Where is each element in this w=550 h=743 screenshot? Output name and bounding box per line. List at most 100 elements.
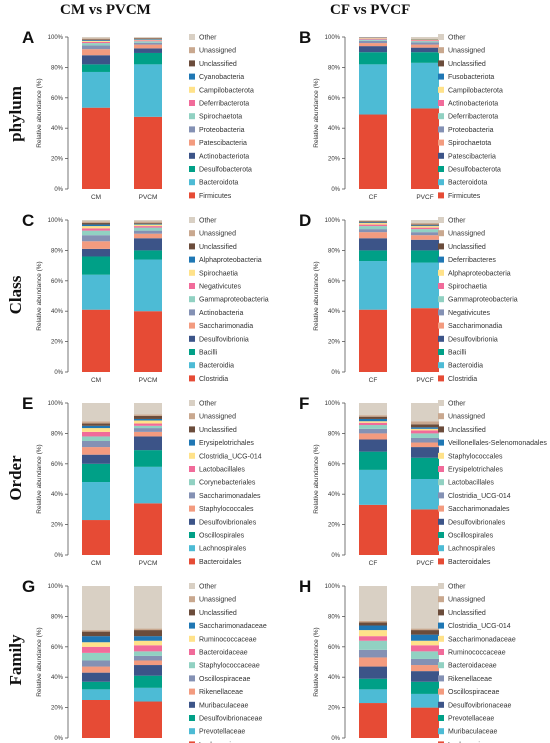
bar-segment	[359, 421, 387, 423]
bar-segment	[359, 224, 387, 227]
legend-label: Desulfovibrionales	[199, 519, 257, 526]
bar-segment	[134, 259, 162, 312]
panel-letter-H: H	[299, 577, 311, 596]
legend-swatch	[438, 335, 444, 342]
legend-swatch	[189, 217, 195, 223]
legend-label: Unclassified	[199, 427, 237, 434]
legend-swatch	[438, 426, 444, 433]
bar-segment	[82, 248, 110, 257]
legend-label: Bacilli	[199, 350, 218, 357]
panel-letter-A: A	[22, 28, 34, 47]
bar-segment	[82, 40, 110, 41]
legend-swatch	[189, 741, 195, 743]
bar-segment	[359, 469, 387, 505]
bar-segment	[134, 39, 162, 40]
bar-segment	[82, 423, 110, 426]
legend-swatch	[438, 675, 444, 682]
legend-label: Actinobacteriota	[199, 153, 249, 160]
column-title-left: CM vs PVCM	[60, 2, 151, 18]
y-tick-label: 100%	[325, 584, 341, 590]
bar-segment	[82, 107, 110, 189]
legend-swatch	[438, 60, 444, 67]
y-axis-label: Relative abundance (%)	[313, 627, 320, 696]
legend-label: Negativicutes	[199, 284, 242, 291]
bar-segment	[359, 678, 387, 690]
panel-letter-D: D	[299, 211, 311, 230]
bar-segment	[134, 52, 162, 65]
bar-segment	[134, 701, 162, 738]
y-tick-label: 100%	[325, 35, 341, 41]
bar-segment	[411, 442, 439, 448]
y-tick-label: 40%	[328, 492, 341, 498]
legend-swatch	[189, 413, 195, 420]
legend-label: Oscillospirales	[199, 533, 245, 540]
bar-segment	[134, 224, 162, 227]
panel-letter-E: E	[22, 394, 33, 413]
panel-letter-B: B	[299, 28, 311, 47]
bar-segment	[359, 689, 387, 704]
y-tick-label: 0%	[331, 187, 340, 193]
legend-label: Muribaculaceae	[199, 702, 249, 709]
y-tick-label: 20%	[328, 523, 341, 529]
bar-segment	[411, 645, 439, 652]
legend-label: Clostridia_UCG-014	[448, 493, 511, 500]
y-tick-label: 0%	[54, 370, 63, 376]
legend-swatch	[438, 596, 444, 603]
y-tick-label: 60%	[51, 645, 64, 651]
legend-label: Firmicutes	[199, 193, 232, 200]
bar-segment	[359, 220, 387, 221]
y-tick-label: 20%	[328, 706, 341, 712]
bar-segment	[82, 41, 110, 44]
y-tick-label: 60%	[328, 462, 341, 468]
legend-label: Clostridia_UCG-014	[199, 453, 262, 460]
bar-segment	[411, 40, 439, 42]
bar-segment	[82, 37, 110, 39]
y-tick-label: 80%	[328, 248, 341, 254]
bar-segment	[134, 64, 162, 117]
panel-D: D 0% 20% 40% 60% 80% 100% Relative abundance (%…	[299, 211, 518, 384]
y-tick-label: 80%	[51, 65, 64, 71]
bar-segment	[134, 223, 162, 224]
legend-label: Actinobacteria	[199, 310, 243, 317]
legend-label: Lachnospiraceae	[448, 742, 501, 743]
bar-segment	[411, 681, 439, 694]
legend-label: Saccharimonadaceae	[448, 636, 516, 643]
legend-label: Proteobacteria	[199, 127, 245, 134]
bar-segment	[411, 42, 439, 45]
legend-swatch	[438, 179, 444, 186]
legend-label: Other	[448, 218, 466, 225]
bar-segment	[134, 450, 162, 467]
legend-label: Bacteroidia	[199, 363, 234, 370]
legend-swatch	[438, 375, 444, 382]
legend-swatch	[189, 532, 195, 538]
legend-swatch	[438, 518, 444, 525]
legend-label: Unclassified	[199, 610, 237, 617]
bar-segment	[411, 424, 439, 428]
bar-segment	[134, 665, 162, 676]
legend-label: Erysipelotrichales	[199, 440, 254, 447]
legend-swatch	[189, 558, 195, 565]
bar-segment	[411, 224, 439, 226]
bar-segment	[134, 636, 162, 641]
y-axis-label: Relative abundance (%)	[36, 627, 43, 696]
bar-segment	[134, 230, 162, 234]
legend-swatch	[438, 217, 444, 223]
legend-swatch	[189, 166, 195, 172]
bar-segment	[411, 630, 439, 635]
legend-label: Bacteroidota	[448, 180, 487, 187]
bar-segment	[411, 634, 439, 641]
legend-label: Ruminococcaceae	[448, 650, 506, 657]
y-tick-label: 0%	[54, 187, 63, 193]
legend-swatch	[438, 243, 444, 250]
bar-segment	[411, 108, 439, 189]
bar-segment	[359, 439, 387, 452]
y-tick-label: 0%	[54, 553, 63, 559]
bar-segment	[359, 309, 387, 372]
bar-segment	[134, 38, 162, 40]
bar-segment	[82, 425, 110, 429]
bar-segment	[134, 431, 162, 437]
bar-segment	[134, 630, 162, 637]
bar-segment	[411, 227, 439, 230]
legend-label: Firmicutes	[448, 193, 481, 200]
legend-label: Staphylococcaceae	[199, 663, 260, 670]
